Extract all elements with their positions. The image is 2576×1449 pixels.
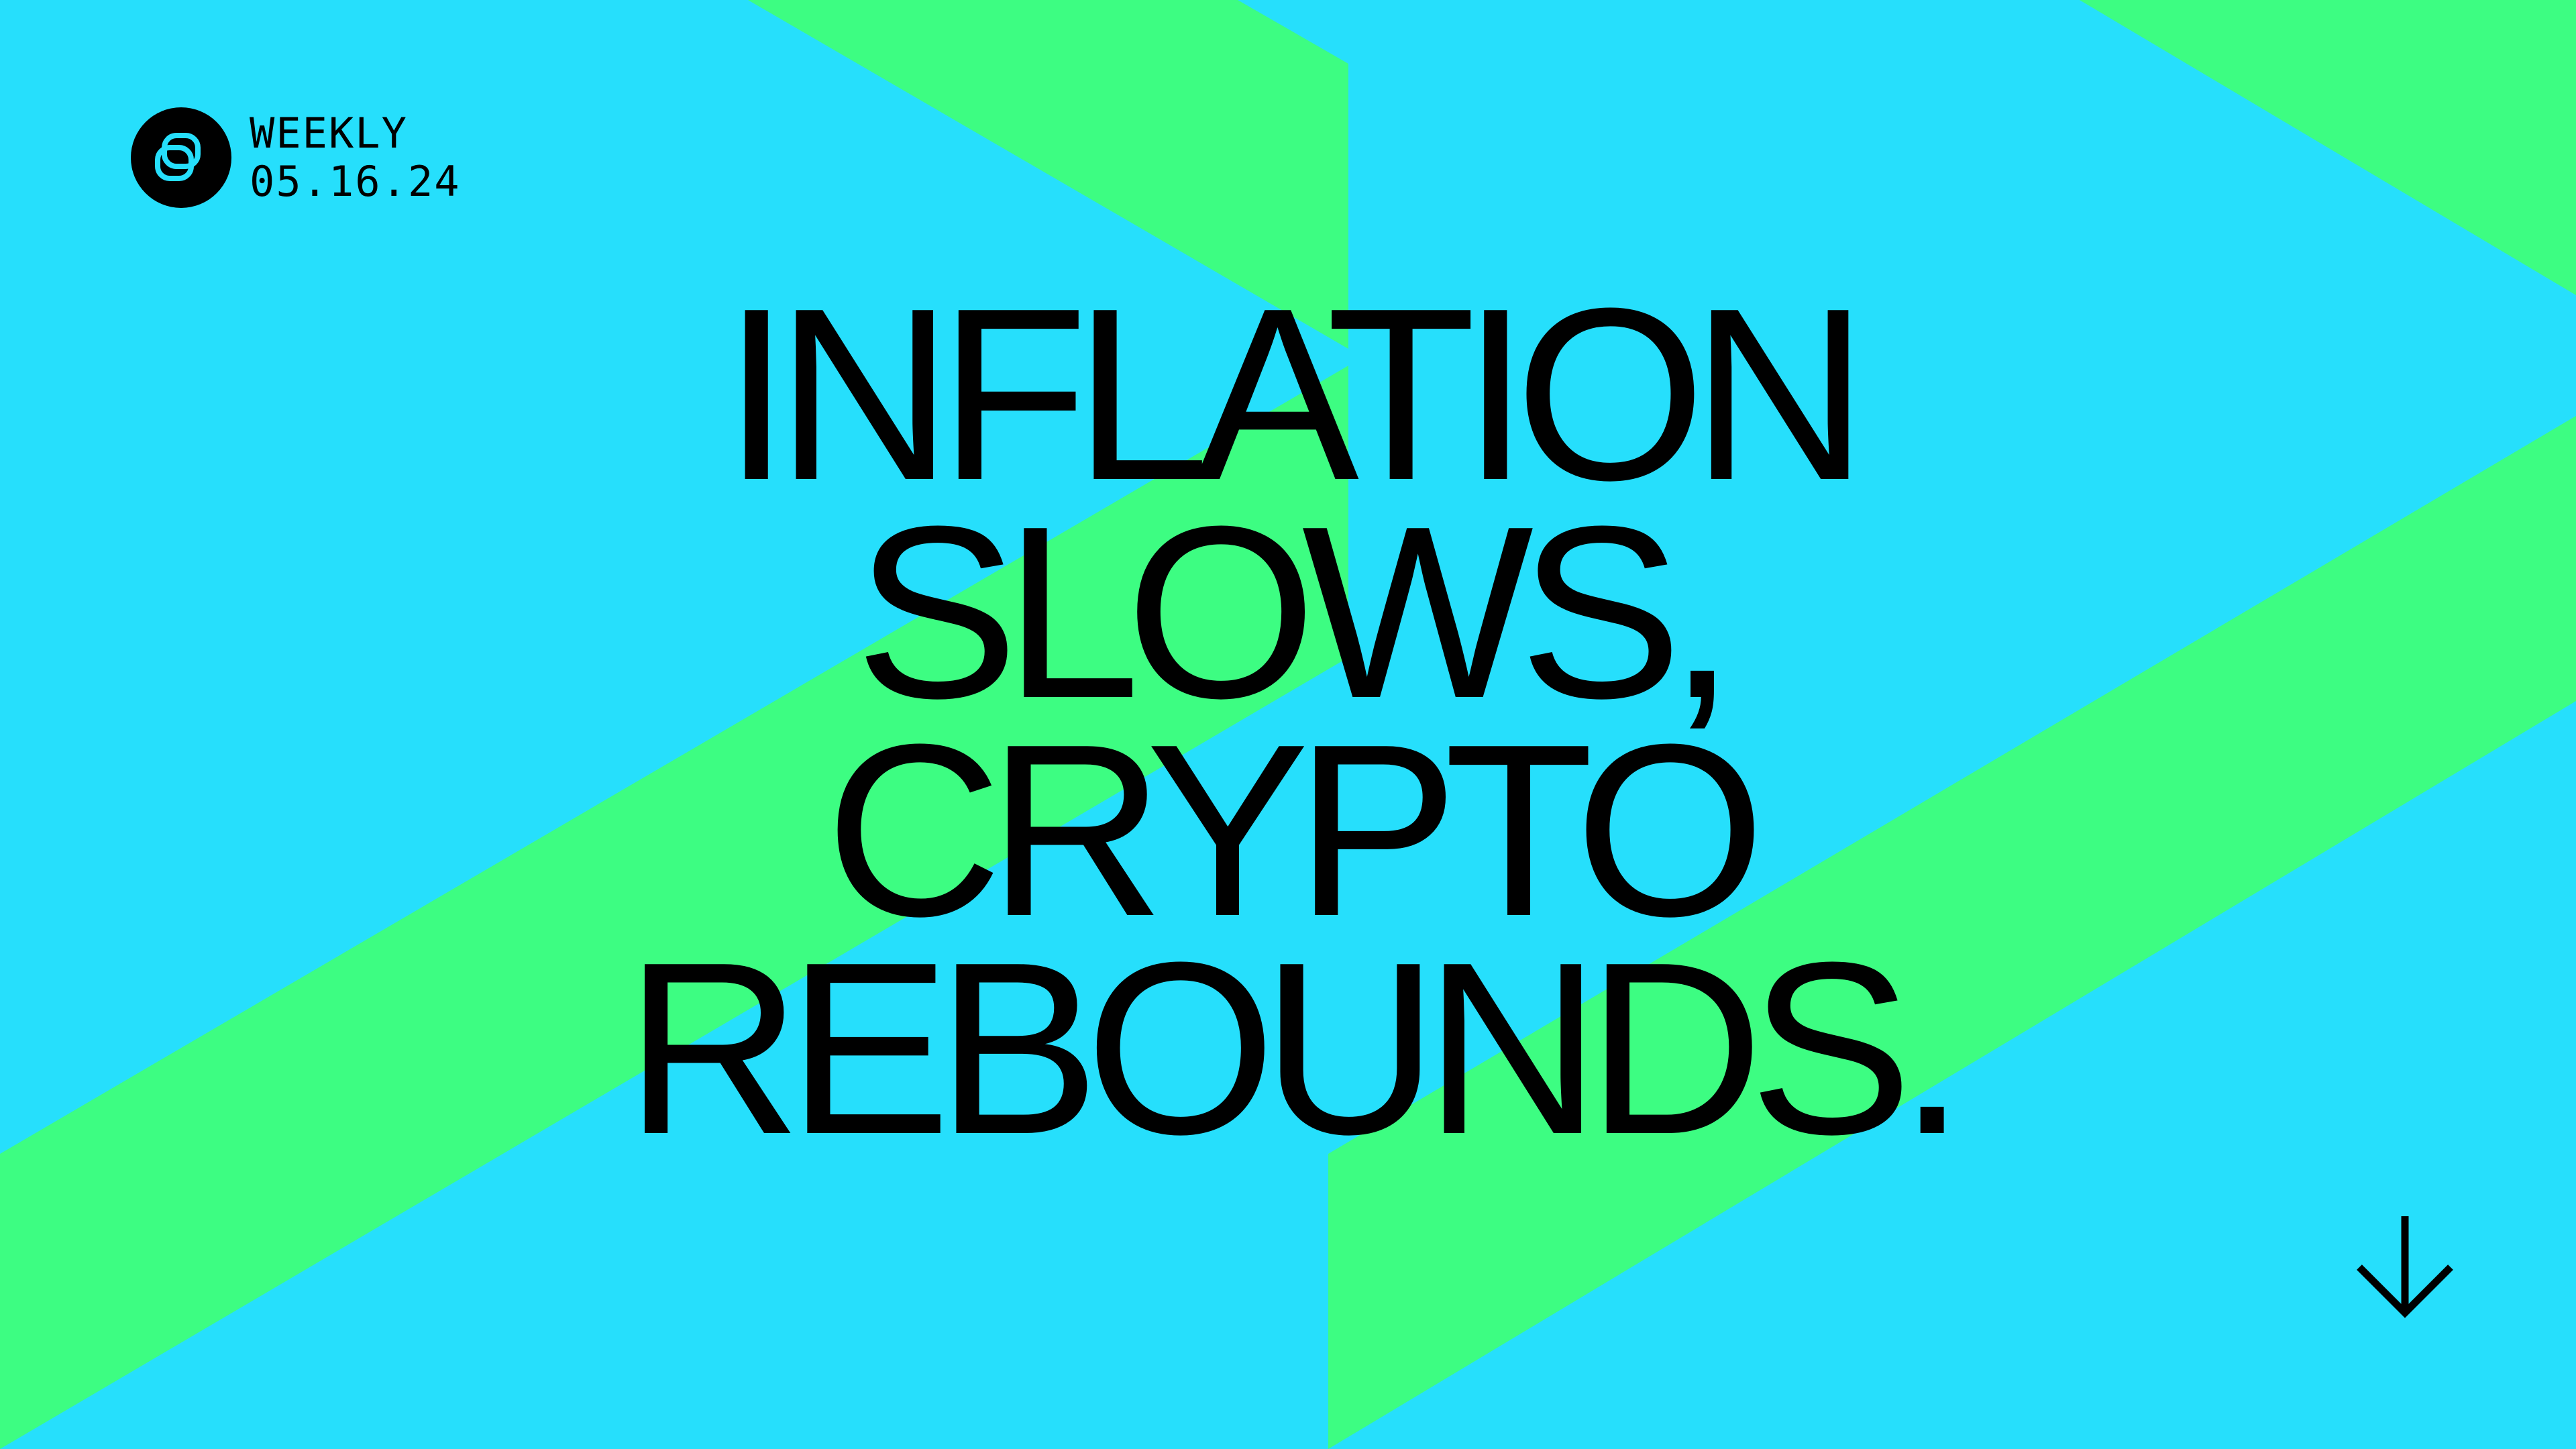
- arrow-down-icon[interactable]: [2351, 1211, 2459, 1325]
- headline-line-4: REBOUNDS.: [625, 911, 1966, 1185]
- headline-line-1: INFLATION: [722, 257, 1868, 531]
- headline: INFLATION SLOWS, CRYPTO REBOUNDS.: [0, 257, 2576, 1185]
- brand-header: WEEKLY 05.16.24: [131, 107, 461, 208]
- headline-line-3: CRYPTO: [825, 693, 1766, 967]
- gemini-logo-icon[interactable]: [131, 107, 231, 208]
- headline-line-2: SLOWS,: [855, 475, 1736, 749]
- issue-date: 05.16.24: [250, 157, 461, 206]
- weekly-label: WEEKLY: [250, 109, 408, 158]
